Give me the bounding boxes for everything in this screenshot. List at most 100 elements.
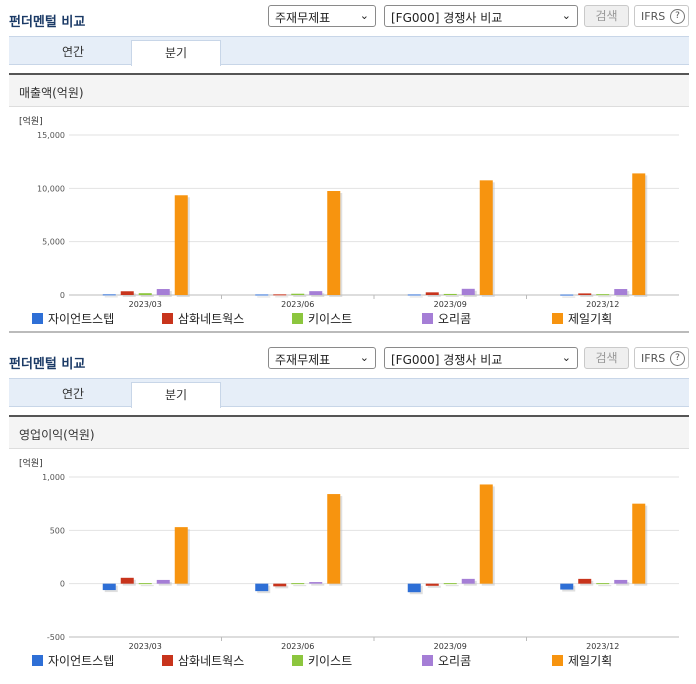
operating-profit-bar-chart: [억원] -500 0 500 1,000 2023/03 2023/06 2023/09 20… — [19, 457, 679, 651]
bar — [174, 527, 188, 584]
bar-shadow — [445, 295, 459, 297]
panel-header: 펀더멘털 비교 주재무제표 ⌄ [FG000] 경쟁사 비교 ⌄ 검색 IFRS… — [0, 0, 696, 34]
period-tabs: 연간 분기 — [9, 378, 689, 408]
revenue-chart-panel: 매출액(억원) [억원] 0 5,000 10,000 15,000 2023/03 202… — [9, 73, 689, 333]
legend-item[interactable]: 키이스트 — [292, 310, 352, 327]
bar — [578, 578, 592, 584]
unit-label: [억원] — [19, 115, 43, 127]
bar-shadow — [122, 293, 136, 297]
bar-shadow — [445, 585, 459, 587]
period-tabs: 연간 분기 — [9, 36, 689, 66]
peer-group-select[interactable]: [FG000] 경쟁사 비교 ⌄ — [384, 347, 578, 369]
bar — [120, 291, 134, 295]
tab-annual[interactable]: 연간 — [61, 45, 85, 59]
bar — [327, 494, 341, 584]
legend-item[interactable]: 삼화네트웍스 — [162, 310, 244, 327]
x-tick-label: 2023/12 — [586, 300, 619, 309]
ifrs-help-button[interactable]: IFRS ? — [634, 5, 689, 27]
legend-label: 제일기획 — [568, 312, 613, 326]
legend-label: 삼화네트웍스 — [178, 312, 245, 326]
fundamental-panel-1: 펀더멘털 비교 주재무제표 ⌄ [FG000] 경쟁사 비교 ⌄ 검색 IFRS… — [0, 0, 696, 333]
bar — [407, 294, 421, 296]
bar-shadow — [616, 581, 630, 586]
legend-item[interactable]: 오리콤 — [422, 652, 471, 669]
bar — [461, 288, 475, 295]
bar-shadow — [104, 296, 118, 298]
legend-label: 제일기획 — [568, 654, 613, 668]
statement-type-select[interactable]: 주재무제표 ⌄ — [268, 5, 376, 27]
y-tick-label: 1,000 — [42, 473, 65, 482]
legend-swatch — [552, 313, 563, 324]
bar — [425, 292, 439, 295]
fundamental-panel-2: 펀더멘털 비교 주재무제표 ⌄ [FG000] 경쟁사 비교 ⌄ 검색 IFRS… — [0, 342, 696, 684]
bar-shadow — [140, 585, 154, 587]
bar — [461, 578, 475, 584]
tab-quarterly[interactable]: 분기 — [131, 40, 221, 66]
operating-profit-chart-panel: 영업이익(억원) [억원] -500 0 500 1,000 2023/03 2023/06… — [9, 415, 689, 675]
x-tick-label: 2023/03 — [129, 300, 162, 309]
bar — [407, 583, 421, 593]
page-title: 펀더멘털 비교 — [9, 15, 86, 30]
search-button[interactable]: 검색 — [584, 347, 629, 369]
bar-shadow — [140, 295, 154, 297]
bar-shadow — [293, 295, 307, 297]
legend-label: 자이언트스텝 — [48, 654, 115, 668]
chart-title: 영업이익(억원) — [19, 428, 95, 442]
legend-label: 오리콤 — [438, 654, 472, 668]
x-tick-label: 2023/12 — [586, 642, 619, 651]
revenue-bar-chart: [억원] 0 5,000 10,000 15,000 2023/03 2023/06 2023… — [19, 115, 679, 309]
x-tick-label: 2023/09 — [434, 300, 467, 309]
legend-item[interactable]: 제일기획 — [552, 310, 612, 327]
chart-legend: 자이언트스텝 삼화네트웍스 키이스트 오리콤 제일기획 — [22, 310, 682, 326]
legend-swatch — [162, 313, 173, 324]
panel-header: 펀더멘털 비교 주재무제표 ⌄ [FG000] 경쟁사 비교 ⌄ 검색 IFRS… — [0, 342, 696, 376]
bar — [443, 293, 457, 295]
statement-type-value: 주재무제표 — [275, 11, 331, 25]
bar-shadow — [257, 296, 271, 298]
ifrs-help-button[interactable]: IFRS ? — [634, 347, 689, 369]
legend-swatch — [162, 655, 173, 666]
bar-shadow — [275, 585, 289, 589]
bar — [156, 579, 170, 584]
tab-annual[interactable]: 연간 — [61, 387, 85, 401]
bar — [632, 173, 646, 295]
statement-type-select[interactable]: 주재무제표 ⌄ — [268, 347, 376, 369]
y-tick-label: -500 — [47, 633, 65, 642]
bar — [138, 293, 152, 295]
tab-quarterly[interactable]: 분기 — [131, 382, 221, 408]
chart-header: 영업이익(억원) — [9, 417, 689, 449]
page-title: 펀더멘털 비교 — [9, 357, 86, 372]
legend-swatch — [292, 313, 303, 324]
chart-title: 매출액(억원) — [19, 86, 84, 100]
legend-swatch — [292, 655, 303, 666]
legend-label: 자이언트스텝 — [48, 312, 115, 326]
bar — [425, 583, 439, 586]
bar — [291, 293, 305, 295]
bar — [273, 583, 287, 587]
bar — [120, 577, 134, 584]
bar — [255, 294, 269, 296]
bar-shadow — [293, 585, 307, 587]
legend-item[interactable]: 삼화네트웍스 — [162, 652, 244, 669]
y-tick-label: 15,000 — [37, 131, 65, 140]
peer-group-select[interactable]: [FG000] 경쟁사 비교 ⌄ — [384, 5, 578, 27]
bar — [102, 583, 116, 591]
chevron-down-icon: ⌄ — [561, 9, 571, 22]
legend-item[interactable]: 자이언트스텝 — [32, 652, 114, 669]
x-tick-label: 2023/03 — [129, 642, 162, 651]
y-tick-label: 5,000 — [42, 238, 65, 247]
legend-item[interactable]: 제일기획 — [552, 652, 612, 669]
bar — [614, 579, 628, 584]
legend-item[interactable]: 오리콤 — [422, 310, 471, 327]
y-tick-label: 0 — [60, 580, 65, 589]
unit-label: [억원] — [19, 457, 43, 469]
search-button[interactable]: 검색 — [584, 5, 629, 27]
legend-item[interactable]: 키이스트 — [292, 652, 352, 669]
x-tick-label: 2023/06 — [281, 300, 314, 309]
statement-type-value: 주재무제표 — [275, 353, 331, 367]
legend-label: 키이스트 — [308, 654, 353, 668]
bar-shadow — [562, 296, 576, 298]
bar — [632, 503, 646, 584]
legend-item[interactable]: 자이언트스텝 — [32, 310, 114, 327]
peer-group-value: [FG000] 경쟁사 비교 — [391, 11, 503, 25]
